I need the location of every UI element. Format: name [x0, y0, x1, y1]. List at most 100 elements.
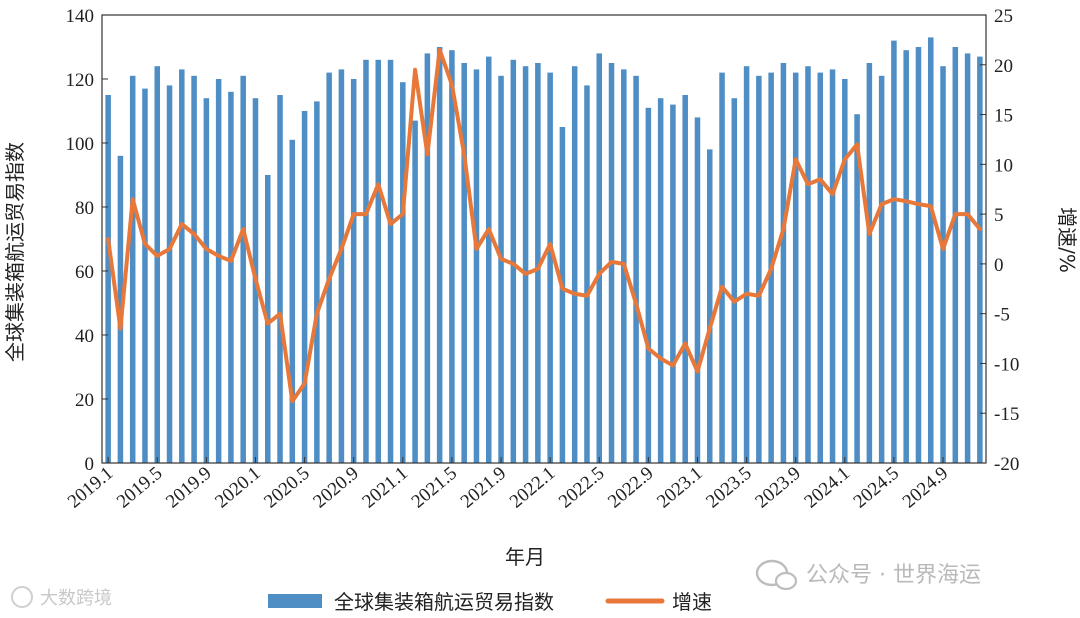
growth-point: [916, 202, 921, 206]
bar: [878, 75, 885, 464]
bar: [522, 66, 529, 463]
growth-point: [376, 182, 380, 186]
growth-point: [634, 302, 638, 306]
growth-point: [757, 294, 761, 298]
y2-tick-label: -10: [994, 354, 1019, 375]
growth-point: [511, 262, 515, 266]
wechat-icon-small: [774, 571, 798, 591]
bar: [387, 59, 394, 464]
bar: [743, 66, 750, 463]
growth-point: [352, 212, 356, 216]
bar: [706, 149, 713, 463]
bar: [277, 95, 283, 463]
bar: [363, 59, 369, 464]
growth-point: [217, 254, 221, 258]
growth-point: [106, 237, 110, 241]
watermark-logo-icon: [11, 586, 33, 608]
y-tick-label: 20: [75, 390, 94, 411]
growth-point: [929, 204, 933, 208]
legend-bar-label: 全球集装箱航运贸易指数: [334, 590, 554, 614]
y2-tick-label: 20: [994, 56, 1013, 77]
bar: [535, 63, 541, 463]
growth-point: [192, 232, 196, 236]
bar: [670, 104, 676, 463]
bar: [657, 98, 664, 463]
growth-point: [204, 247, 208, 251]
growth-point: [732, 300, 736, 304]
growth-point: [560, 287, 565, 291]
bar: [510, 59, 517, 464]
bar: [314, 101, 320, 464]
growth-point: [781, 227, 786, 231]
bar: [191, 75, 197, 464]
y2-tick-label: 5: [994, 205, 1004, 226]
bar: [952, 47, 959, 463]
bar: [461, 63, 467, 463]
x-tick-label: 2024.5: [850, 463, 904, 513]
bar: [301, 111, 308, 463]
bar: [792, 72, 799, 463]
bar: [436, 47, 443, 463]
legend-line-label: 增速: [672, 590, 712, 614]
y2-axis-title: 增速/%: [1055, 207, 1079, 273]
growth-point: [450, 83, 454, 87]
y-tick-label: 120: [66, 70, 95, 91]
growth-point: [855, 142, 859, 147]
growth-point: [425, 152, 429, 156]
x-tick-label: 2022.1: [506, 463, 560, 513]
bar: [694, 117, 701, 464]
y2-tick-label: 0: [994, 255, 1004, 276]
bar: [645, 107, 652, 464]
watermark-right: 公众号 · 世界海运: [755, 559, 981, 591]
growth-point: [720, 285, 724, 289]
growth-point: [769, 267, 773, 271]
y-axis-title: 全球集装箱航运贸易指数: [3, 142, 27, 362]
bar: [977, 56, 983, 463]
y2-tick-label: 10: [994, 155, 1013, 176]
x-tick-label: 2024.9: [899, 463, 953, 513]
growth-point: [965, 212, 970, 216]
watermark-left: 大数跨境: [11, 586, 112, 609]
growth-point: [978, 227, 982, 231]
x-tick-label: 2020.5: [260, 463, 314, 513]
x-tick-label: 2019.9: [162, 463, 216, 513]
growth-point: [585, 294, 589, 298]
growth-point: [744, 292, 749, 296]
bar: [842, 79, 848, 463]
growth-line: [106, 47, 982, 404]
y-tick-label: 60: [75, 262, 94, 283]
bar: [719, 72, 725, 463]
growth-point: [609, 260, 614, 264]
bar: [915, 47, 922, 463]
growth-point: [118, 327, 123, 331]
bar: [964, 53, 971, 464]
bar: [424, 53, 431, 464]
growth-point: [880, 202, 884, 206]
legend: 全球集装箱航运贸易指数 增速: [268, 590, 712, 614]
x-tick-label: 2021.9: [457, 463, 511, 513]
growth-point: [253, 277, 258, 281]
growth-point: [487, 227, 491, 231]
growth-point: [155, 254, 159, 258]
bar: [596, 53, 603, 464]
bar: [485, 56, 492, 463]
growth-point: [339, 247, 344, 251]
growth-point: [462, 152, 466, 156]
x-tick-label: 2020.1: [211, 463, 265, 513]
growth-point: [548, 242, 552, 246]
x-tick-label: 2019.5: [113, 463, 167, 513]
bar: [449, 50, 455, 463]
bar: [215, 79, 222, 463]
y2-tick-label: -5: [994, 305, 1010, 326]
y2-tick-label: 15: [994, 106, 1013, 127]
growth-point: [708, 327, 712, 331]
bar: [166, 85, 173, 464]
growth-point: [818, 177, 822, 181]
x-axis: 2019.12019.52019.92020.12020.52020.92021…: [64, 457, 952, 512]
growth-point: [659, 356, 663, 361]
bar: [289, 139, 296, 464]
growth-point: [867, 232, 871, 236]
growth-point: [229, 259, 233, 263]
growth-point: [499, 257, 503, 261]
